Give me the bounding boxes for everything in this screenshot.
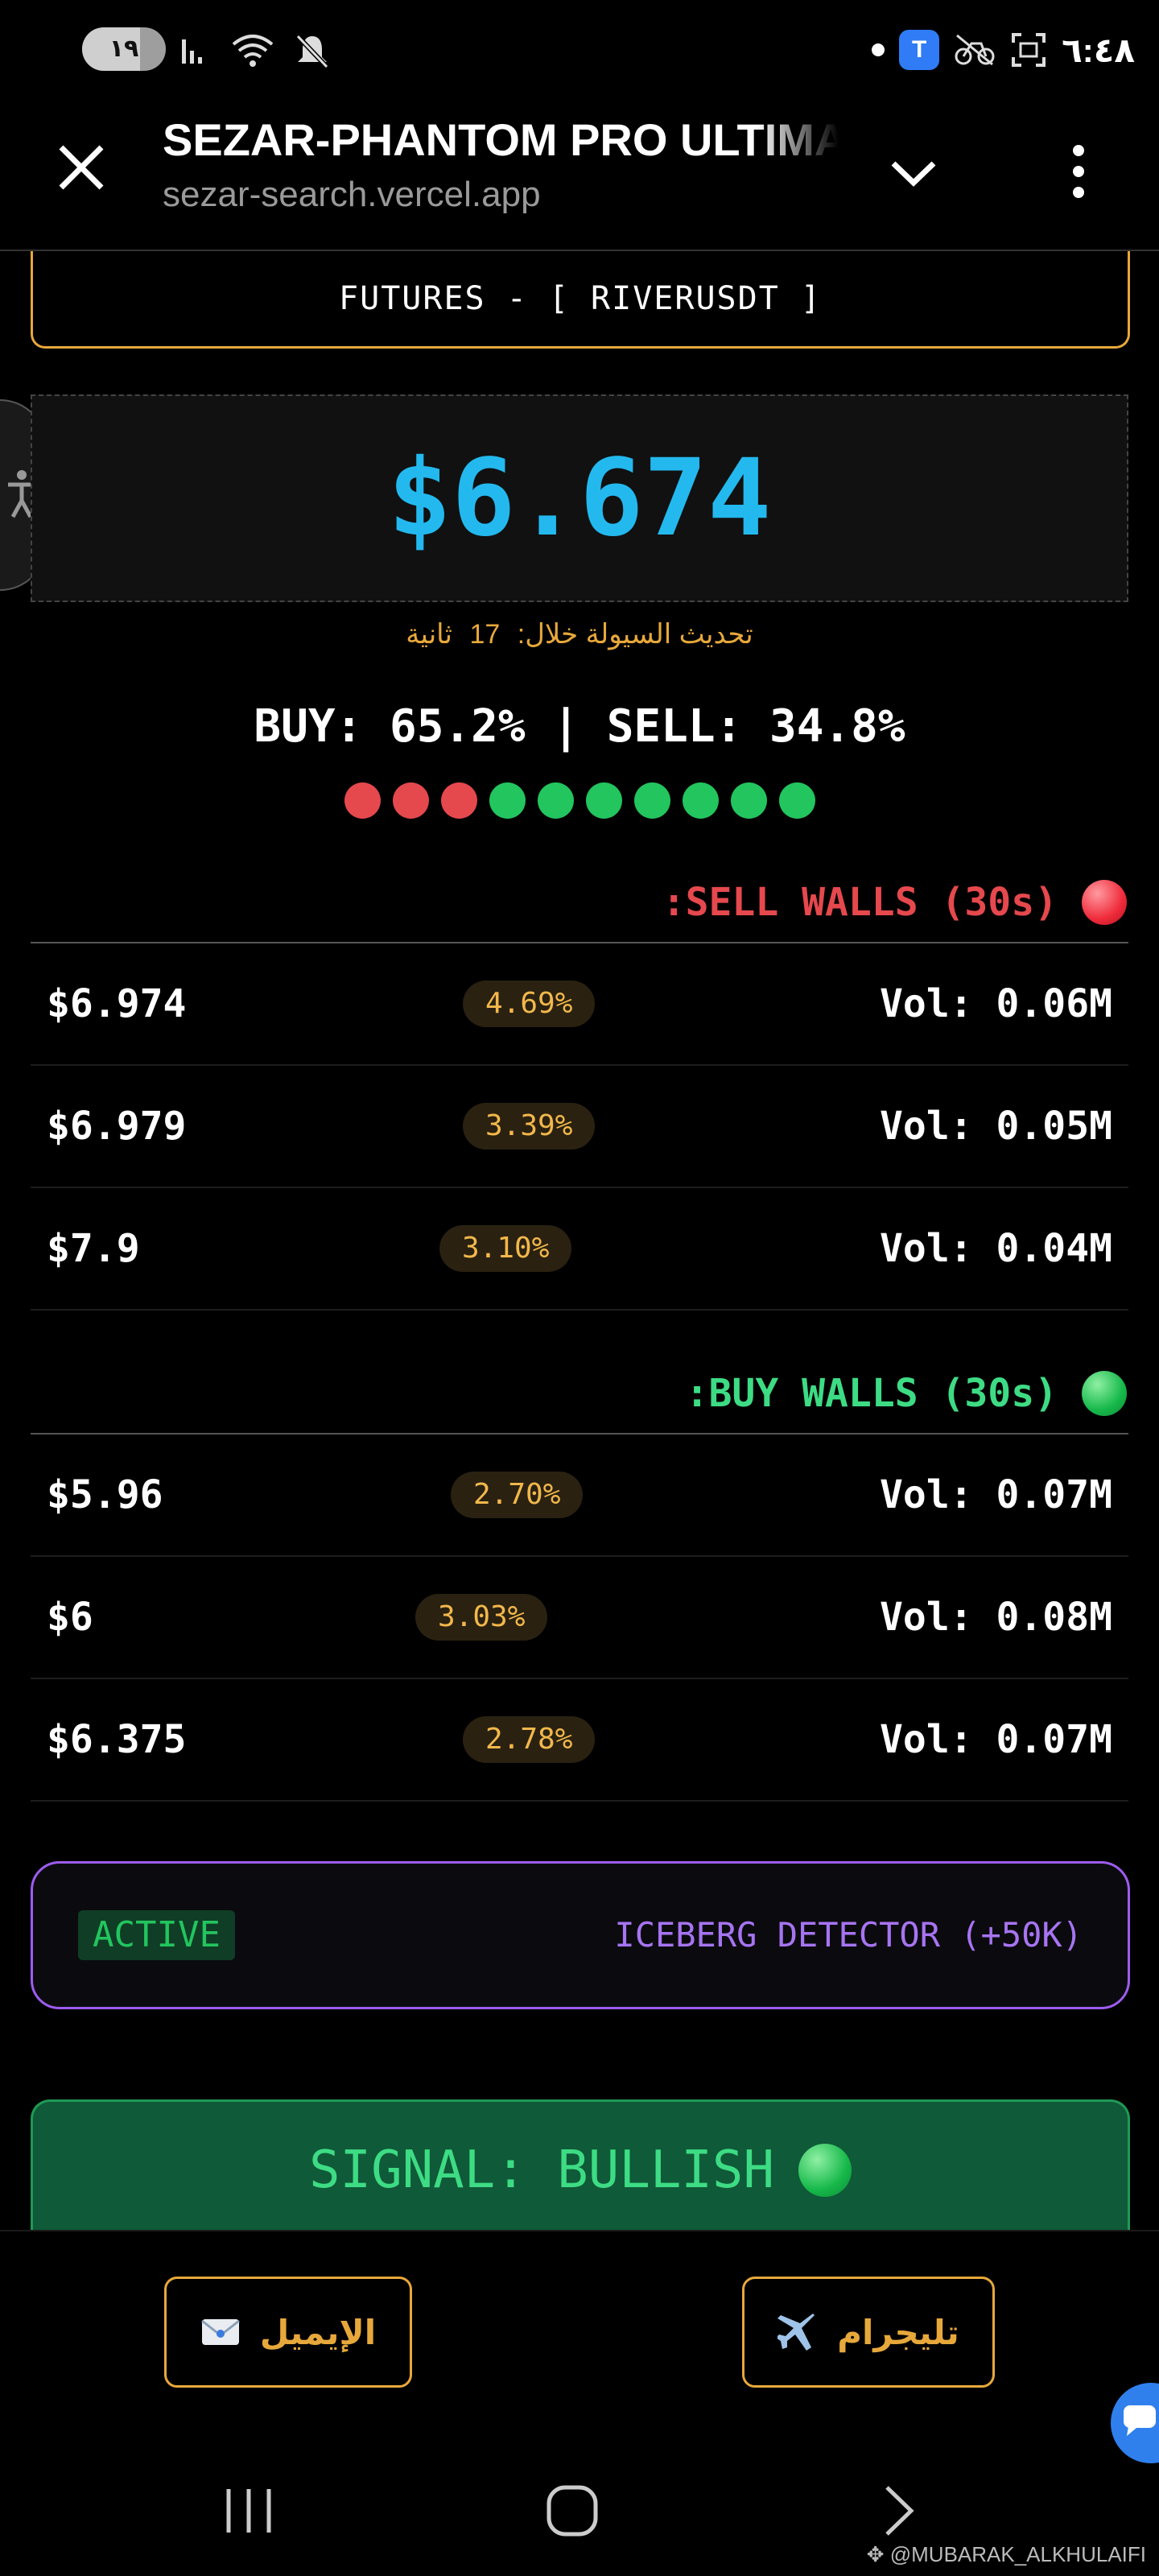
- red-circle-icon: [1082, 880, 1127, 925]
- wall-volume: Vol: 0.08M: [880, 1595, 1112, 1640]
- wall-price: $6.974: [47, 981, 187, 1026]
- telegram-button[interactable]: تليجرام: [742, 2277, 995, 2388]
- pressure-dot: [730, 782, 767, 819]
- chevron-down-icon[interactable]: [885, 149, 942, 197]
- signal-label: SIGNAL: BULLISH: [309, 2140, 774, 2200]
- wall-percent-badge: 3.03%: [415, 1594, 548, 1641]
- table-row: $5.96 2.70% Vol: 0.07M: [31, 1435, 1128, 1557]
- clock: ٦:٤٨: [1062, 31, 1135, 69]
- chat-bubble-icon: [1124, 2405, 1156, 2436]
- screenshot-icon: [1012, 33, 1046, 67]
- home-icon[interactable]: [544, 2483, 600, 2539]
- wall-price: $7.9: [47, 1226, 140, 1271]
- divider: [31, 1433, 1128, 1435]
- notification-dot-icon: [872, 43, 885, 56]
- app-badge-icon: T: [899, 30, 940, 70]
- buy-walls-header: :BUY WALLS (30s): [686, 1365, 1127, 1422]
- status-badge: ACTIVE: [78, 1910, 235, 1960]
- liquidity-refresh-countdown: تحديث السيولة خلال: 17 ثانية: [0, 618, 1159, 650]
- buy-sell-ratio: BUY: 65.2% | SELL: 34.8%: [254, 700, 905, 753]
- no-bicycle-icon: [955, 34, 995, 66]
- wall-volume: Vol: 0.07M: [880, 1717, 1112, 1762]
- pressure-dot: [633, 782, 670, 819]
- battery-indicator: ١٩: [82, 27, 166, 71]
- refresh-suffix: ثانية: [406, 619, 453, 650]
- wifi-icon: [232, 35, 274, 67]
- sell-walls-header: :SELL WALLS (30s): [662, 874, 1127, 931]
- telegram-button-label: تليجرام: [837, 2313, 959, 2351]
- divider: [31, 942, 1128, 943]
- pressure-dot: [585, 782, 622, 819]
- green-circle-icon: [1082, 1371, 1127, 1416]
- pressure-dot: [778, 782, 815, 819]
- back-icon[interactable]: [876, 2483, 924, 2539]
- wall-price: $6.375: [47, 1717, 187, 1762]
- wall-volume: Vol: 0.07M: [880, 1472, 1112, 1517]
- pressure-dot: [344, 782, 381, 819]
- refresh-seconds: 17: [469, 619, 501, 650]
- more-options-icon[interactable]: [1054, 139, 1103, 204]
- table-row: $6.974 4.69% Vol: 0.06M: [31, 943, 1128, 1066]
- status-bar: ١٩ T ٦:٤٨: [0, 0, 1159, 101]
- wall-price: $6.979: [47, 1104, 187, 1149]
- pressure-indicator: [0, 782, 1159, 819]
- signal-bars-icon: [182, 39, 202, 64]
- watermark-logo-icon: ✥: [866, 2542, 885, 2566]
- email-button-label: الإيميل: [259, 2313, 377, 2351]
- iceberg-label: ICEBERG DETECTOR (+50K): [614, 1915, 1083, 1955]
- mute-icon: [295, 34, 329, 69]
- battery-level: ١٩: [109, 35, 139, 62]
- table-row: $6 3.03% Vol: 0.08M: [31, 1557, 1128, 1679]
- page-url[interactable]: sezar-search.vercel.app: [163, 175, 541, 214]
- watermark-text: @MUBARAK_ALKHULAIFI: [889, 2542, 1146, 2566]
- close-icon[interactable]: [53, 139, 109, 196]
- wall-price: $6: [47, 1595, 93, 1640]
- signal-banner: SIGNAL: BULLISH: [31, 2099, 1130, 2239]
- wall-volume: Vol: 0.06M: [880, 981, 1112, 1026]
- wall-volume: Vol: 0.05M: [880, 1104, 1112, 1149]
- wall-percent-badge: 3.39%: [463, 1103, 596, 1150]
- buy-walls-title: :BUY WALLS (30s): [685, 1371, 1058, 1416]
- wall-price: $5.96: [47, 1472, 163, 1517]
- pressure-dot: [489, 782, 526, 819]
- pressure-dot: [440, 782, 477, 819]
- pressure-dot: [537, 782, 574, 819]
- system-navigation-bar: [0, 2463, 1159, 2576]
- sell-walls-title: :SELL WALLS (30s): [662, 880, 1058, 925]
- envelope-icon: [200, 2319, 240, 2345]
- wall-volume: Vol: 0.04M: [880, 1226, 1112, 1271]
- table-row: $6.375 2.78% Vol: 0.07M: [31, 1679, 1128, 1802]
- wall-percent-badge: 2.78%: [463, 1716, 596, 1763]
- recent-apps-icon[interactable]: [221, 2483, 277, 2539]
- current-price: $6.674: [31, 394, 1128, 602]
- email-button[interactable]: الإيميل: [164, 2277, 412, 2388]
- table-row: $6.979 3.39% Vol: 0.05M: [31, 1066, 1128, 1188]
- futures-label: FUTURES - [ RIVERUSDT ]: [31, 251, 1130, 349]
- wall-percent-badge: 2.70%: [451, 1472, 584, 1518]
- page-title: SEZAR-PHANTOM PRO ULTIMATE: [163, 114, 839, 165]
- pressure-dot: [392, 782, 429, 819]
- browser-toolbar: SEZAR-PHANTOM PRO ULTIMATE sezar-search.…: [0, 101, 1159, 251]
- table-row: $7.9 3.10% Vol: 0.04M: [31, 1188, 1128, 1311]
- wall-percent-badge: 4.69%: [463, 980, 596, 1027]
- wall-percent-badge: 3.10%: [439, 1225, 572, 1272]
- iceberg-detector: ACTIVE ICEBERG DETECTOR (+50K): [31, 1861, 1130, 2009]
- watermark: ✥ @MUBARAK_ALKHULAIFI: [867, 2542, 1146, 2567]
- green-circle-icon: [798, 2144, 852, 2197]
- accessibility-icon: [8, 470, 35, 518]
- refresh-prefix: تحديث السيولة خلال:: [517, 619, 753, 650]
- pressure-dot: [682, 782, 719, 819]
- airplane-icon: [777, 2314, 815, 2351]
